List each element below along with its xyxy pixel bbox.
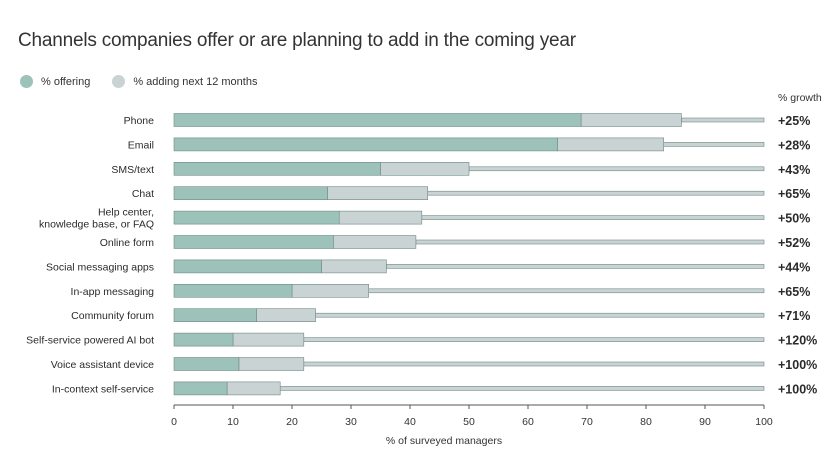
legend-label-adding: % adding next 12 months [133,75,258,88]
legend: % offering % adding next 12 months [20,75,279,88]
growth-label: +71% [778,309,810,323]
chart-title: Channels companies offer or are planning… [18,30,576,51]
bar-offering [173,381,228,396]
bar-adding [238,357,305,371]
growth-label: +28% [778,138,810,152]
bar-offering [173,332,234,347]
category-label: In-app messaging [71,286,155,298]
category-label: Social messaging apps [46,261,154,273]
bar-adding [327,186,428,200]
x-tick-label: 80 [640,416,652,428]
bar-offering [173,308,257,323]
category-label: Self-service powered AI bot [26,335,154,347]
bar-remainder [421,215,765,220]
x-tick-label: 100 [755,416,773,428]
bar-adding [232,332,305,347]
bar-remainder [468,166,765,172]
category-label: Chat [132,188,154,200]
legend-item-offering: % offering [20,75,90,88]
bar-remainder [681,117,765,123]
bar-adding [226,381,281,396]
bar-adding [338,210,423,225]
bar-remainder [368,288,765,294]
category-label: In-context self-service [52,383,154,395]
legend-swatch-offering [20,75,33,88]
bar-adding [380,162,470,176]
x-axis-label: % of surveyed managers [386,435,502,447]
bar-adding [256,308,316,323]
x-tick-label: 70 [581,416,593,428]
legend-item-adding: % adding next 12 months [112,75,257,88]
bar-remainder [427,190,765,196]
bar-adding [557,137,664,152]
category-label: SMS/text [111,164,154,176]
bar-remainder [415,239,765,245]
x-tick-label: 50 [463,416,475,428]
growth-label: +65% [778,285,810,299]
category-label: Online form [100,237,155,249]
growth-label: +50% [778,212,810,226]
bar-offering [173,283,293,298]
bar-remainder [663,142,765,147]
bar-remainder [303,337,765,342]
growth-label: +43% [778,163,810,177]
bar-offering [173,113,582,127]
x-tick-label: 20 [286,416,298,428]
bar-adding [332,235,417,249]
x-tick-label: 0 [171,416,177,428]
category-label: Voice assistant device [51,359,154,371]
bar-remainder [386,264,765,269]
category-label: Community forum [71,310,154,322]
growth-label: +120% [778,334,817,348]
bar-remainder [279,386,765,391]
growth-label: +52% [778,236,810,250]
legend-label-offering: % offering [41,75,91,88]
category-label: Phone [124,115,155,127]
bar-offering [173,235,334,249]
x-tick-label: 90 [699,416,711,428]
growth-label: +44% [778,260,810,274]
bar-offering [173,259,322,274]
growth-label: +100% [778,382,817,396]
bar-remainder [315,312,765,318]
bar-offering [173,162,381,176]
growth-header: % growth [778,92,822,104]
x-tick-label: 60 [522,416,534,428]
x-tick-label: 10 [227,416,239,428]
bar-adding [580,113,682,127]
bar-offering [173,357,240,371]
growth-label: +65% [778,187,810,201]
bar-offering [173,186,328,200]
bar-offering [173,137,558,152]
legend-swatch-adding [112,75,126,88]
growth-label: +100% [778,358,817,372]
bar-adding [291,283,369,298]
bar-adding [321,259,387,274]
growth-label: +25% [778,114,810,128]
x-tick-label: 40 [404,416,416,428]
x-tick-label: 30 [345,416,357,428]
bar-offering [173,210,340,225]
category-label: Help center, knowledge base, or FAQ [39,207,154,231]
bar-remainder [303,361,765,367]
category-label: Email [128,139,154,151]
